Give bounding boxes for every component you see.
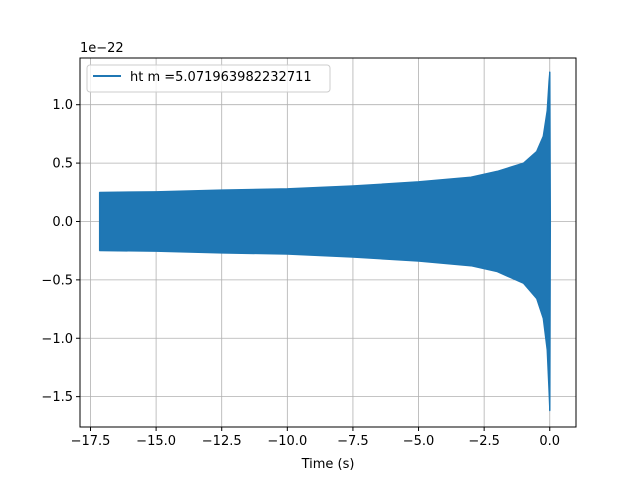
x-tick-label: 0.0 bbox=[539, 434, 560, 449]
x-tick-label: −17.5 bbox=[71, 434, 111, 449]
y-offset-text: 1e−22 bbox=[80, 41, 124, 56]
y-tick-label: −1.0 bbox=[41, 332, 73, 347]
y-tick-label: 0.0 bbox=[52, 215, 73, 230]
x-axis-ticks: −17.5 −15.0 −12.5 −10.0 −7.5 −5.0 −2.5 0.0 bbox=[71, 427, 560, 449]
y-tick-label: −1.5 bbox=[41, 390, 73, 405]
y-tick-label: 1.0 bbox=[52, 98, 73, 113]
y-tick-label: −0.5 bbox=[41, 273, 73, 288]
series-ringdown bbox=[549, 72, 552, 411]
x-tick-label: −12.5 bbox=[202, 434, 242, 449]
y-tick-label: 0.5 bbox=[52, 157, 73, 172]
x-tick-label: −5.0 bbox=[403, 434, 435, 449]
x-axis-label: Time (s) bbox=[301, 457, 355, 472]
x-tick-label: −7.5 bbox=[337, 434, 369, 449]
y-axis-ticks: −1.5 −1.0 −0.5 0.0 0.5 1.0 bbox=[41, 98, 80, 405]
x-tick-label: −2.5 bbox=[468, 434, 500, 449]
x-tick-label: −10.0 bbox=[267, 434, 307, 449]
axes-frame bbox=[79, 57, 577, 428]
legend-label: ht m =5.071963982232711 bbox=[130, 70, 312, 85]
legend-box bbox=[86, 64, 331, 93]
plot-series bbox=[98, 71, 552, 412]
x-tick-label: −15.0 bbox=[136, 434, 176, 449]
legend: ht m =5.071963982232711 bbox=[86, 64, 331, 93]
